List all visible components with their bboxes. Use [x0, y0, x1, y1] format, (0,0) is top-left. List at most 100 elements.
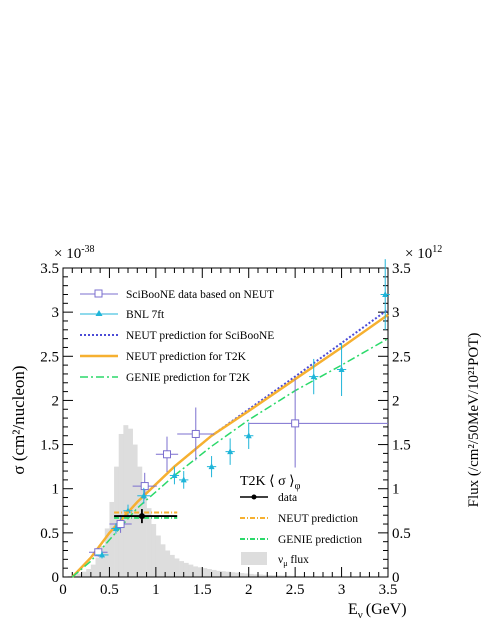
svg-text:BNL 7ft: BNL 7ft [126, 309, 165, 321]
flux-bar [262, 574, 268, 577]
legend-top: SciBooNE data based on NEUT BNL 7ft NEUT… [80, 289, 274, 384]
flux-bar [114, 466, 120, 577]
flux-bar [211, 569, 217, 577]
bnl-point [245, 432, 252, 439]
flux-bar [271, 575, 277, 577]
flux-bar [137, 466, 143, 577]
plot-frame [62, 267, 389, 578]
y-multiplier: × 10-38 [54, 244, 95, 262]
flux-bar [276, 575, 282, 577]
y-tick-label: 2 [52, 393, 60, 409]
flux-bar [95, 557, 101, 577]
legend-item-flux: νμ flux [241, 552, 309, 568]
y-tick-label: 1 [52, 482, 60, 498]
bnl-point [338, 366, 345, 373]
bnl-point [208, 463, 215, 470]
flux-bar [202, 568, 208, 577]
flux-bar [285, 575, 291, 577]
y2-tick-label: 0.5 [392, 526, 411, 542]
flux-bar [216, 570, 222, 577]
flux-bar [109, 501, 115, 577]
y2-tick-label: 2.5 [392, 349, 411, 365]
sciboone-point [291, 419, 300, 428]
sciboone-point [116, 520, 125, 529]
bnl-point [112, 524, 119, 531]
legend-inset: T2K ⟨ σ ⟩φ data NEUT prediction GENIE pr… [240, 474, 362, 568]
flux-bar [225, 571, 231, 577]
flux-bar [183, 562, 189, 577]
flux-bar [155, 535, 161, 577]
y2-tick-label: 1 [392, 482, 400, 498]
svg-text:data: data [278, 492, 297, 504]
legend-item-genie-prediction: GENIE prediction [240, 534, 362, 546]
sciboone-point [140, 482, 149, 491]
y-tick-label: 0 [52, 570, 60, 586]
flux-bar [197, 567, 203, 577]
y2-axis-label: Flux (/cm²/50MeV/10²¹POT) [466, 333, 482, 508]
x-tick-label: 2.5 [286, 582, 305, 598]
legend-item-neut-sciboone: NEUT prediction for SciBooNE [80, 330, 274, 342]
flux-bar [81, 571, 87, 577]
bnl-point [180, 476, 187, 483]
flux-bar [230, 572, 236, 577]
x-tick-label: 1.5 [193, 582, 212, 598]
sciboone-point [191, 429, 200, 438]
x-tick-label: 0 [59, 582, 67, 598]
flux-bar [165, 550, 171, 577]
data-points [89, 259, 390, 559]
bnl-point [171, 471, 178, 478]
flux-bar [174, 558, 180, 577]
y-tick-label: 1.5 [40, 438, 59, 454]
svg-text:NEUT prediction for SciBooNE: NEUT prediction for SciBooNE [126, 330, 274, 342]
flux-bar [179, 561, 185, 577]
flux-bar [123, 425, 129, 577]
svg-text:NEUT prediction: NEUT prediction [278, 513, 358, 525]
x-tick-label: 0.5 [100, 582, 119, 598]
y-tick-label: 2.5 [40, 349, 59, 365]
legend-item-bnl: BNL 7ft [80, 309, 165, 321]
t2k-data-point [138, 513, 145, 520]
x-tick-label: 2 [245, 582, 253, 598]
flux-bar [141, 488, 147, 577]
flux-bar [100, 546, 106, 577]
curve-neut_t2k [71, 313, 389, 578]
y-axis-label: σ (cm²/nucleon) [9, 365, 28, 474]
flux-bar [281, 575, 287, 577]
flux-bar [290, 575, 296, 577]
legend-item-data: data [240, 492, 297, 504]
bnl-point [382, 290, 389, 297]
flux-bar [76, 573, 82, 577]
x-tick-label: 3.5 [379, 582, 398, 598]
flux-bar [206, 569, 212, 577]
flux-bar [248, 573, 254, 577]
bnl-point [227, 448, 234, 455]
flux-bar [146, 508, 152, 577]
y2-tick-label: 3.5 [392, 261, 411, 277]
svg-text:NEUT prediction for T2K: NEUT prediction for T2K [126, 351, 247, 363]
flux-bar [244, 573, 250, 577]
flux-histogram [67, 425, 338, 577]
flux-bar [160, 544, 166, 577]
bnl-point [99, 551, 105, 558]
flux-bar [220, 571, 226, 577]
y-tick-label: 3.5 [40, 261, 59, 277]
y2-tick-label: 2 [392, 393, 400, 409]
legend-inset-title: T2K ⟨ σ ⟩φ [240, 474, 301, 492]
y2-tick-label: 0 [392, 570, 400, 586]
flux-bar [90, 564, 96, 577]
x-tick-label: 3 [338, 582, 346, 598]
legend-item-neut-prediction: NEUT prediction [240, 513, 358, 525]
axes: 0 0.5 1 1.5 2 2.5 3 3.500.511.522.533.500.511.5… [40, 261, 411, 598]
y2-multiplier: × 1012 [405, 244, 442, 262]
flux-bar [188, 564, 194, 577]
svg-text:SciBooNE data based on NEUT: SciBooNE data based on NEUT [126, 289, 274, 301]
flux-bar [258, 574, 263, 577]
sciboone-point [163, 450, 171, 459]
x-axis-label: Eν (GeV) [348, 601, 407, 621]
flux-bar [239, 573, 245, 577]
y-tick-label: 3 [52, 305, 60, 321]
svg-text:νμ flux: νμ flux [278, 554, 309, 568]
legend-item-genie: GENIE prediction for T2K [80, 372, 251, 384]
flux-bar [151, 524, 157, 577]
